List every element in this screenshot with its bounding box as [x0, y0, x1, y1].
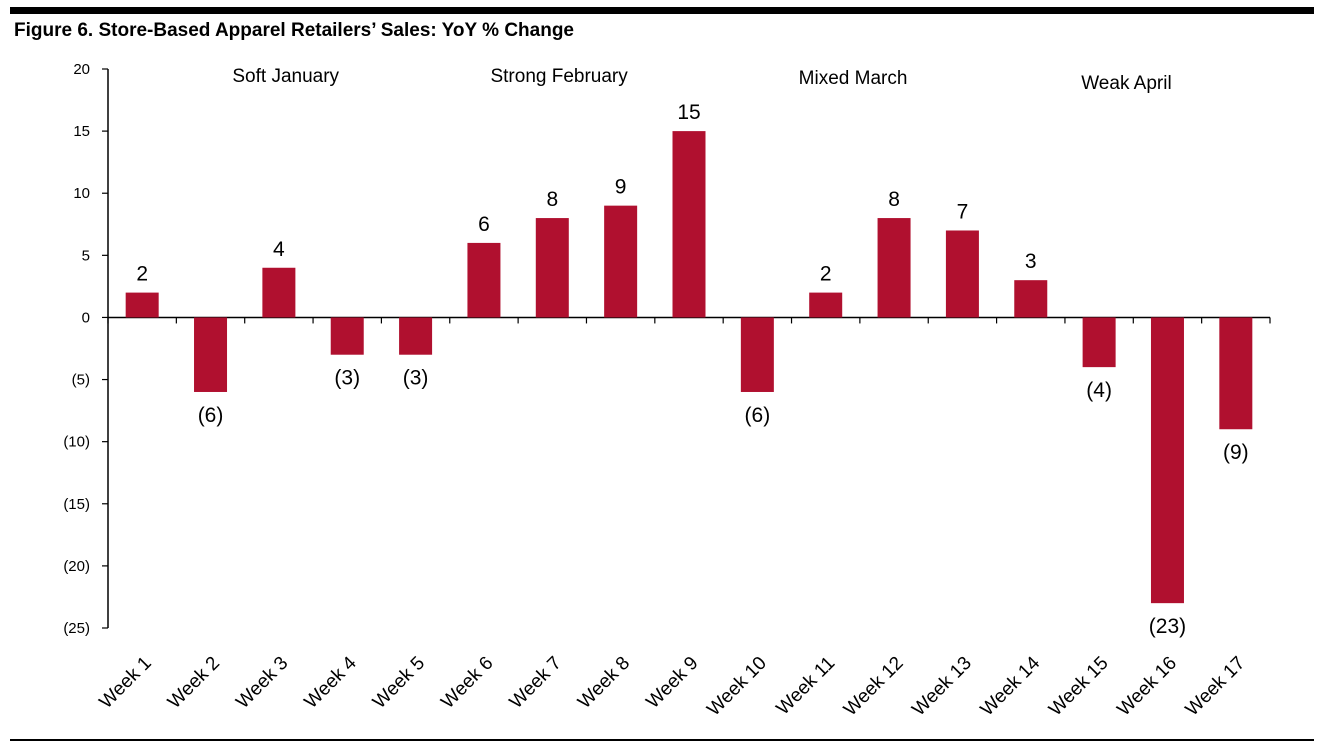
data-label: (6) [198, 404, 224, 427]
bar [877, 218, 911, 318]
x-tick-label: Week 4 [301, 652, 361, 712]
y-tick-label: 0 [82, 309, 90, 326]
y-tick-label: (5) [72, 372, 90, 389]
bar [740, 317, 774, 392]
bar [125, 292, 159, 318]
bar [1014, 280, 1048, 318]
bar [945, 230, 979, 318]
x-tick-label: Week 2 [164, 653, 224, 713]
y-tick-label: (20) [63, 558, 90, 575]
bar [535, 218, 569, 318]
annotations: Soft January Strong February Mixed March We… [232, 66, 1171, 94]
y-tick-label: 10 [73, 185, 90, 202]
bar [809, 292, 843, 318]
x-tick-label: Week 16 [1113, 653, 1181, 721]
x-tick-label: Week 1 [96, 653, 156, 713]
data-label: (9) [1223, 441, 1249, 464]
category-labels: Week 1 Week 2 Week 3 Week 4 Week 5 Week 6 Week… [96, 652, 1250, 720]
x-tick-label: Week 8 [574, 653, 634, 713]
section-annotation: Strong February [490, 66, 628, 87]
bar [330, 317, 364, 355]
bar [262, 267, 296, 318]
bar [604, 205, 638, 318]
data-label: 3 [1025, 250, 1037, 273]
x-tick-label: Week 11 [773, 653, 840, 720]
data-label: 7 [957, 200, 969, 223]
data-label: 2 [136, 263, 148, 286]
data-label: (6) [745, 404, 771, 427]
x-tick-label: Week 15 [1045, 653, 1113, 721]
data-label: 8 [888, 188, 900, 211]
section-annotation: Mixed March [799, 68, 908, 89]
bar [1082, 317, 1116, 368]
section-annotation: Soft January [232, 66, 339, 87]
section-annotation: Weak April [1081, 73, 1171, 94]
data-label: (3) [403, 367, 429, 390]
bar [194, 317, 228, 392]
bar [467, 242, 501, 318]
x-tick-label: Week 17 [1182, 653, 1250, 721]
bar [1219, 317, 1253, 430]
data-label: 6 [478, 213, 490, 236]
figure-title: Figure 6. Store-Based Apparel Retailers’… [14, 20, 574, 41]
x-tick-label: Week 5 [369, 653, 429, 713]
y-tick-label: (10) [63, 434, 90, 451]
x-tick-label: Week 9 [642, 653, 702, 713]
data-label: 8 [546, 188, 558, 211]
x-tick-label: Week 3 [232, 653, 292, 713]
x-tick-label: Week 13 [908, 653, 976, 721]
y-tick-label: 5 [82, 247, 90, 264]
x-tick-label: Week 14 [977, 652, 1045, 720]
bars [125, 131, 1253, 604]
x-tick-label: Week 7 [506, 653, 566, 713]
bar [672, 131, 706, 318]
data-labels: 2 (6) 4 (3) (3) 6 8 9 15 (6) 2 8 7 3 (4) (23) (9) [136, 101, 1248, 638]
bottom-rule [10, 739, 1314, 741]
y-tick-label: 20 [73, 61, 90, 78]
y-tick-label: (25) [63, 620, 90, 637]
data-label: (4) [1086, 379, 1112, 402]
data-label: 15 [677, 101, 700, 124]
data-label: 4 [273, 238, 285, 261]
data-label: (3) [334, 367, 360, 390]
y-axis: 20 15 10 5 0 (5) (10) (15) (20) (25) [63, 61, 109, 637]
data-label: (23) [1149, 615, 1186, 638]
bar [1150, 317, 1184, 604]
data-label: 2 [820, 263, 832, 286]
x-tick-label: Week 6 [437, 653, 497, 713]
y-tick-label: 15 [73, 123, 90, 140]
top-rule [10, 7, 1314, 14]
y-tick-label: (15) [63, 496, 90, 513]
data-label: 9 [615, 176, 627, 199]
bar [399, 317, 433, 355]
x-tick-label: Week 12 [840, 653, 908, 721]
x-tick-label: Week 10 [703, 653, 771, 721]
